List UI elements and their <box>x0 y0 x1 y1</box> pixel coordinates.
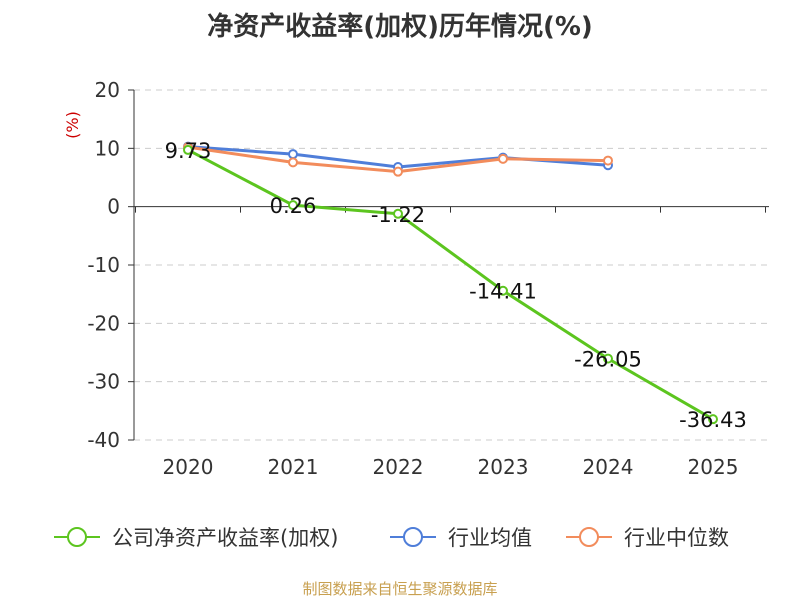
x-tick-label: 2023 <box>478 455 529 479</box>
data-point-0 <box>708 414 718 425</box>
data-label: -36.43 <box>679 408 747 432</box>
data-point-2 <box>393 166 403 177</box>
data-point-0 <box>393 208 403 219</box>
y-tick-label: -30 <box>87 370 120 394</box>
legend-marker <box>403 527 423 547</box>
x-tick-label: 2025 <box>688 455 739 479</box>
x-tick-label: 2020 <box>163 455 214 479</box>
legend-label: 行业均值 <box>448 526 532 550</box>
legend-label: 公司净资产收益率(加权) <box>112 526 338 550</box>
y-tick-label: -40 <box>87 428 120 452</box>
legend-label: 行业中位数 <box>624 526 729 550</box>
data-point-0 <box>498 285 508 296</box>
x-tick-label: 2024 <box>583 455 634 479</box>
data-label: 9.73 <box>165 139 212 163</box>
data-point-2 <box>603 155 613 166</box>
data-label: -14.41 <box>469 280 537 304</box>
y-tick-label: 0 <box>107 195 120 219</box>
legend-marker <box>67 527 87 547</box>
legend-marker <box>579 527 599 547</box>
data-point-1 <box>288 149 298 160</box>
y-tick-label: 20 <box>95 78 120 102</box>
source-note: 制图数据来自恒生聚源数据库 <box>302 580 498 598</box>
x-tick-label: 2022 <box>373 455 424 479</box>
data-point-0 <box>288 200 298 211</box>
data-point-2 <box>498 153 508 164</box>
series-line-0 <box>187 148 714 421</box>
data-point-0 <box>183 144 193 155</box>
y-axis-label: (%) <box>63 111 82 139</box>
data-point-0 <box>603 353 613 364</box>
y-tick-label: 10 <box>95 136 120 160</box>
data-point-2 <box>288 157 298 168</box>
y-tick-label: -10 <box>87 253 120 277</box>
chart-title: 净资产收益率(加权)历年情况(%) <box>207 12 593 42</box>
x-tick-label: 2021 <box>268 455 319 479</box>
y-tick-label: -20 <box>87 311 120 335</box>
data-label: -1.22 <box>371 203 425 227</box>
data-label: -26.05 <box>574 348 642 372</box>
data-label: 0.26 <box>270 194 317 218</box>
